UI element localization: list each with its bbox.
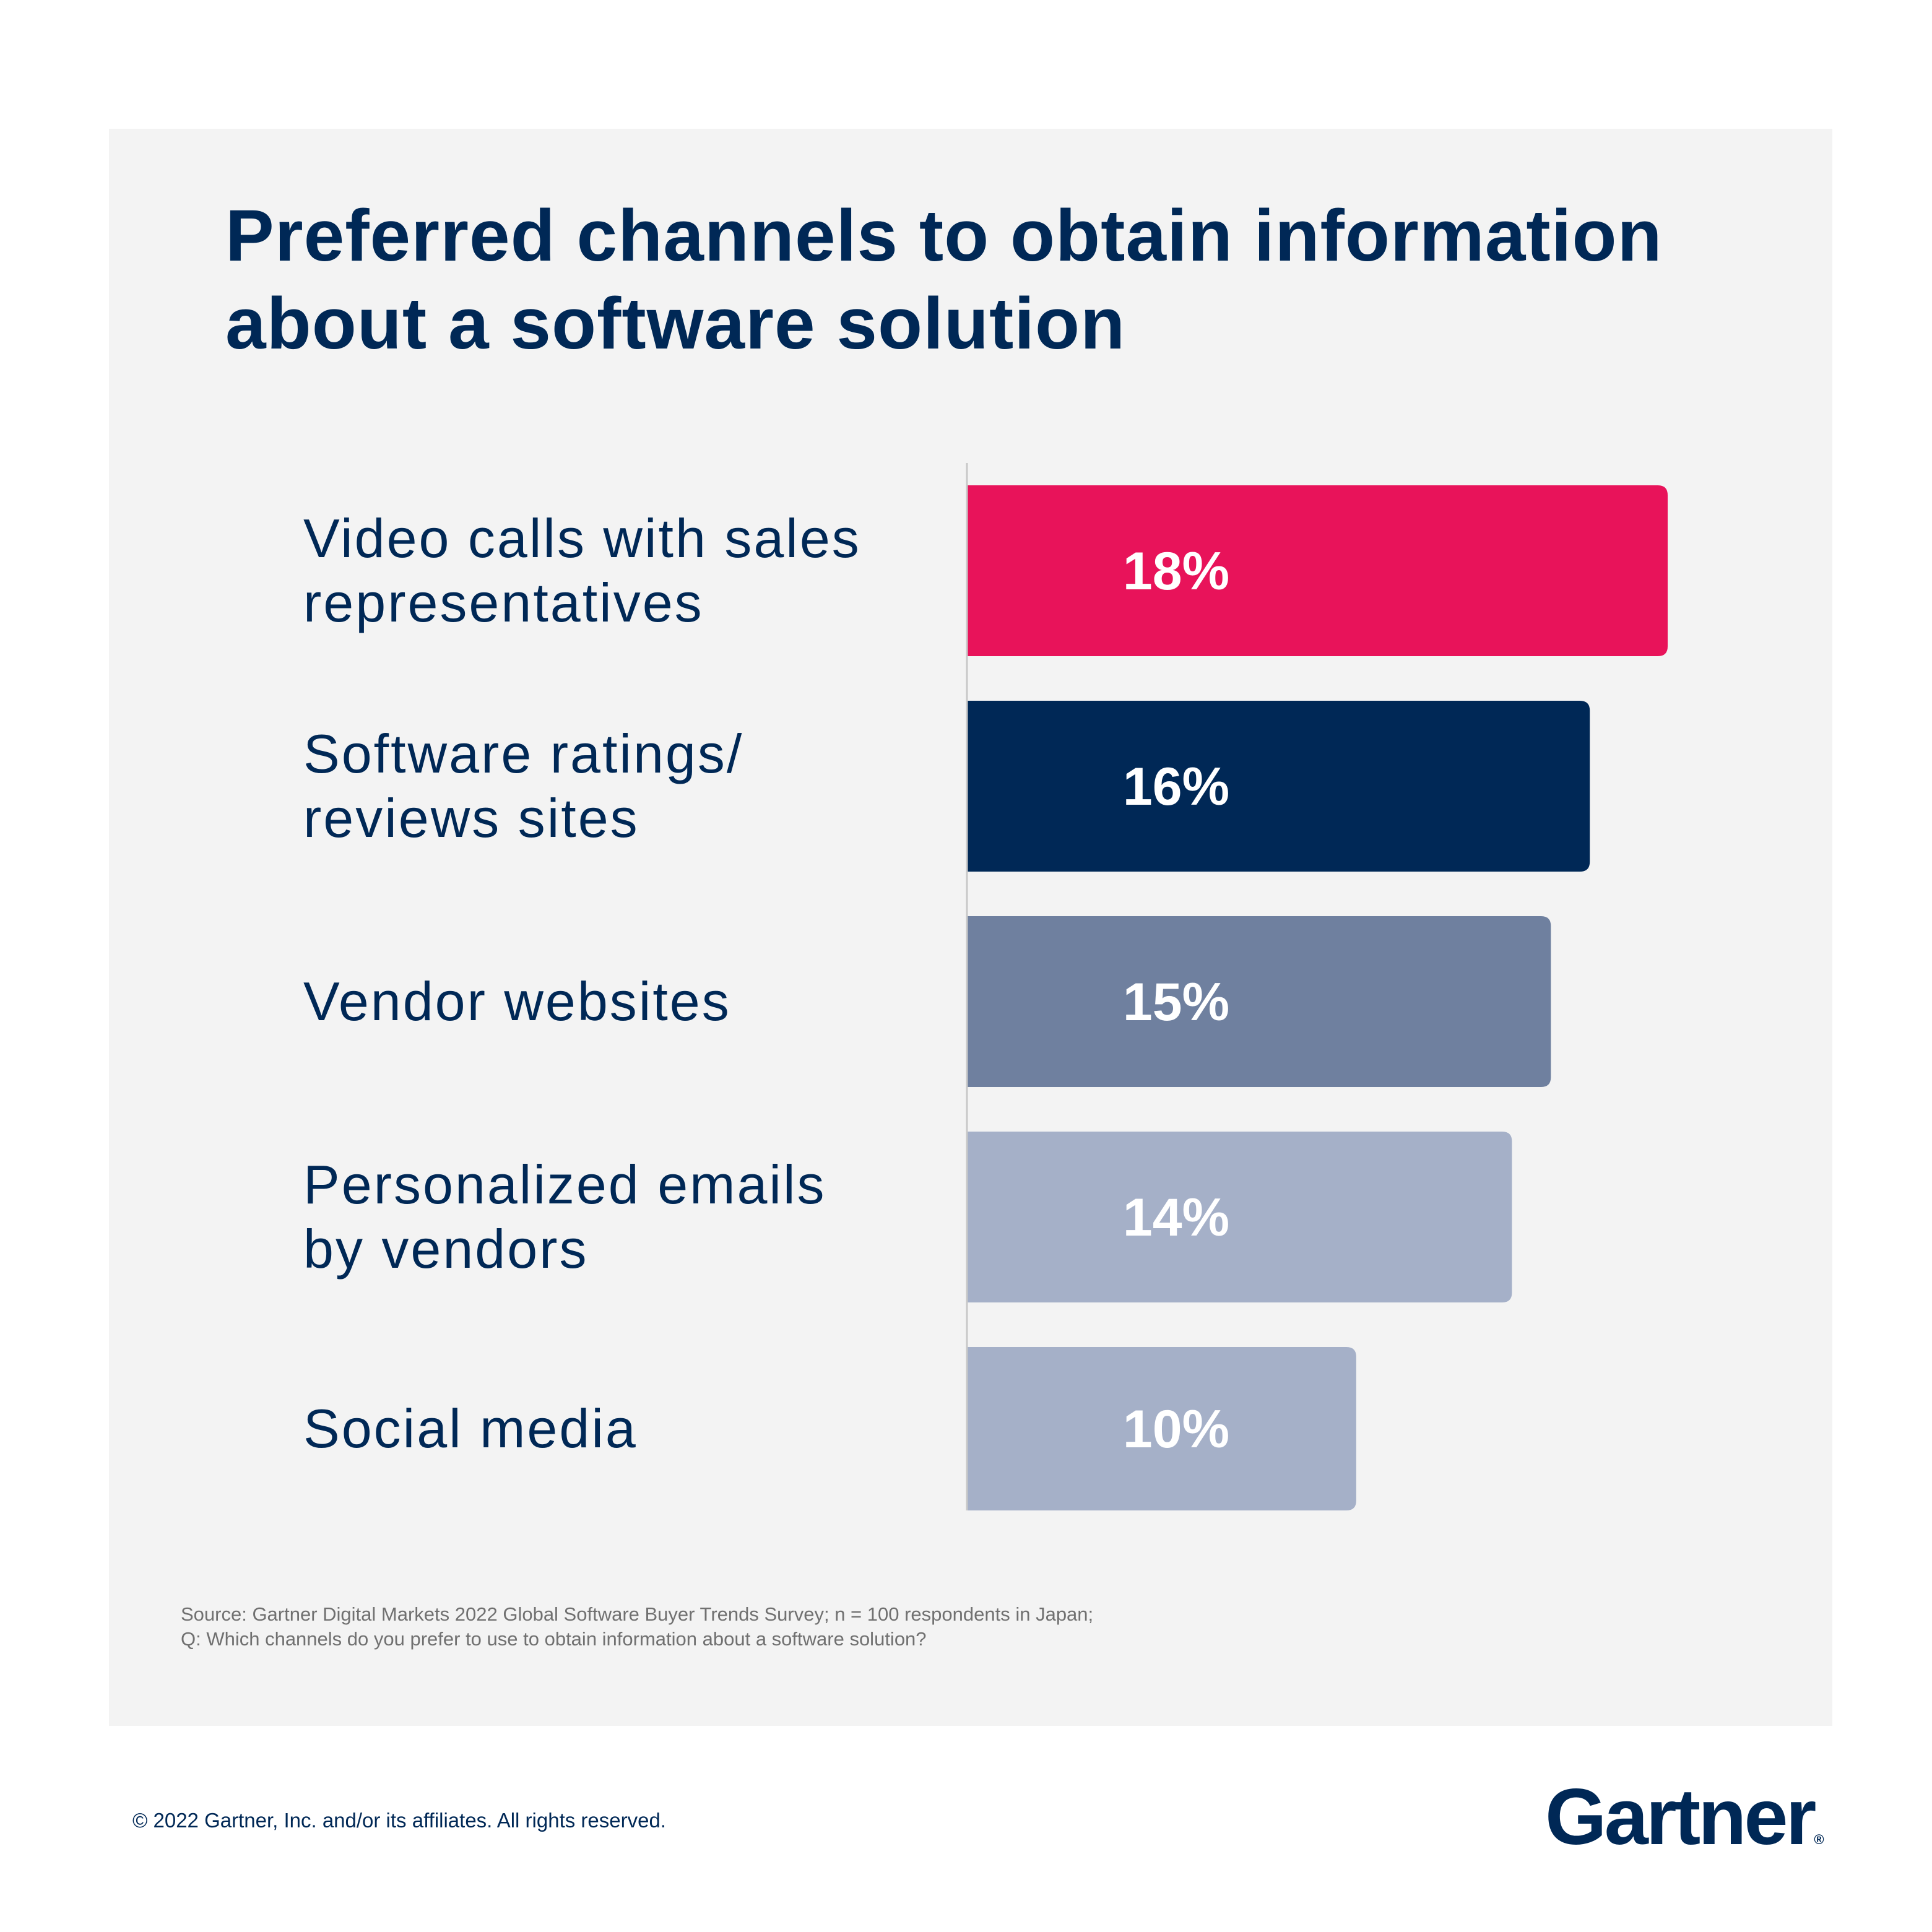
- logo-text: Gartner: [1545, 1773, 1816, 1861]
- category-label-line: representatives: [303, 572, 704, 633]
- category-label-line: Software ratings/: [303, 723, 744, 784]
- category-label-5: Social media: [303, 1397, 922, 1461]
- source-note: Source: Gartner Digital Markets 2022 Glo…: [181, 1602, 1093, 1652]
- category-label-line: Social media: [303, 1398, 638, 1459]
- source-line-1: Source: Gartner Digital Markets 2022 Glo…: [181, 1603, 1094, 1625]
- copyright: © 2022 Gartner, Inc. and/or its affiliat…: [132, 1809, 666, 1832]
- bar-3: [967, 916, 1551, 1087]
- data-label-5: 10%: [1123, 1400, 1229, 1459]
- category-label-1: Video calls with sales representatives: [303, 506, 922, 635]
- chart-title: Preferred channels to obtain information…: [225, 192, 1773, 368]
- category-label-line: reviews sites: [303, 787, 639, 849]
- bar-5: [967, 1347, 1356, 1510]
- category-label-2: Software ratings/reviews sites: [303, 722, 922, 851]
- data-label-4: 14%: [1123, 1188, 1229, 1247]
- category-label-3: Vendor websites: [303, 969, 922, 1034]
- title-line-2: about a software solution: [225, 283, 1126, 365]
- gartner-logo: Gartner®: [1545, 1773, 1824, 1861]
- data-label-2: 16%: [1123, 757, 1229, 817]
- title-line-1: Preferred channels to obtain information: [225, 195, 1663, 277]
- category-label-line: Video calls with sales: [303, 508, 861, 569]
- category-label-line: by vendors: [303, 1218, 589, 1280]
- bar-4: [967, 1132, 1512, 1302]
- category-label-4: Personalized emails by vendors: [303, 1153, 922, 1281]
- category-label-line: Personalized emails: [303, 1154, 826, 1215]
- bar-1: [967, 485, 1668, 656]
- bar-2: [967, 701, 1590, 872]
- category-label-line: Vendor websites: [303, 971, 731, 1032]
- data-label-3: 15%: [1123, 972, 1229, 1032]
- data-label-1: 18%: [1123, 542, 1229, 601]
- source-line-2: Q: Which channels do you prefer to use t…: [181, 1628, 927, 1650]
